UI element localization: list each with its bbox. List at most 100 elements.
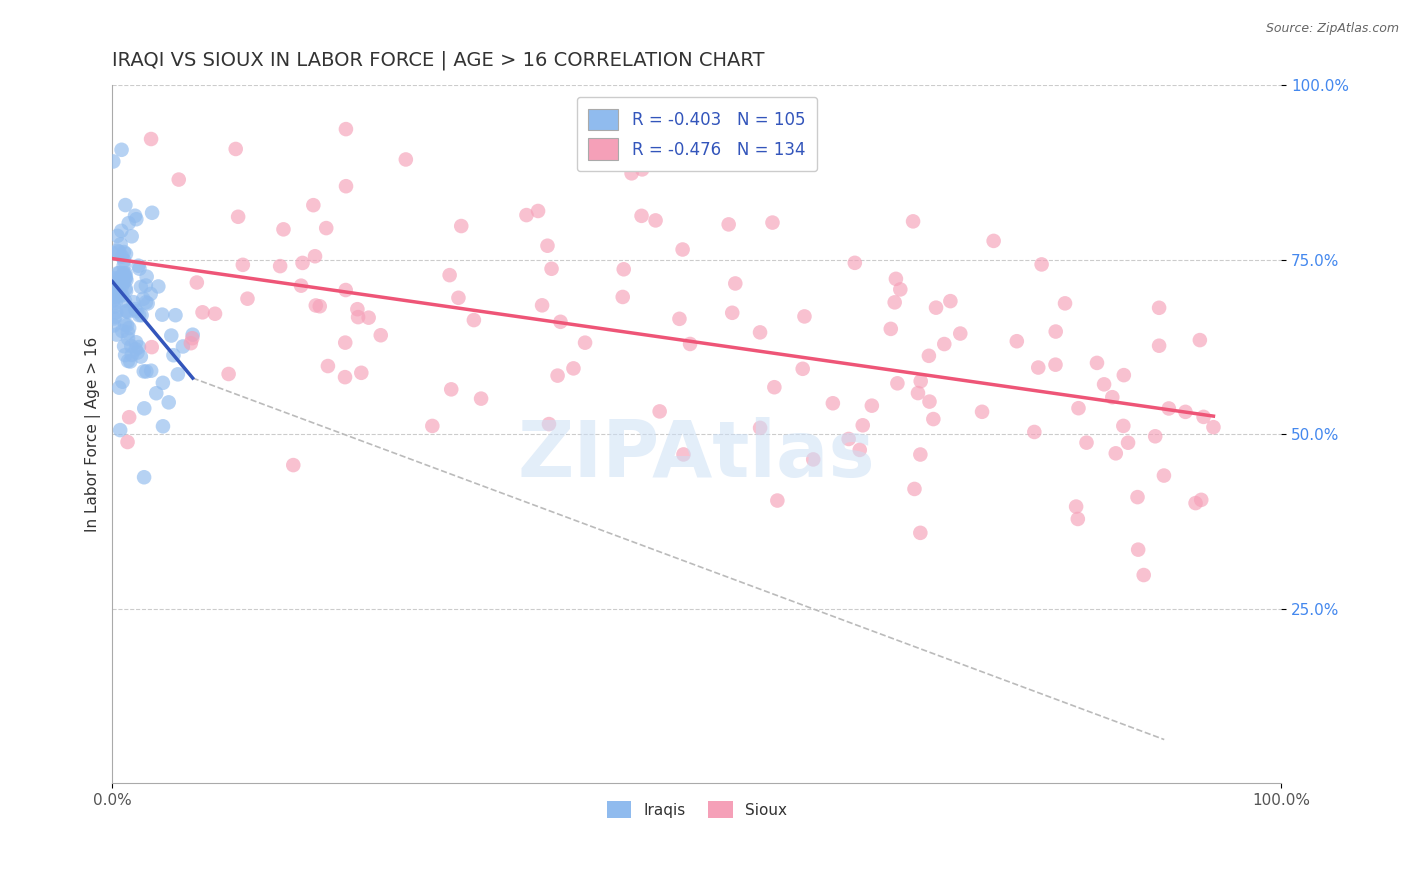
Point	[1157, 401, 1180, 416]
Point	[470, 392, 492, 406]
Point	[1026, 360, 1049, 375]
Point	[447, 291, 470, 305]
Point	[112, 266, 135, 280]
Point	[128, 308, 150, 322]
Point	[273, 222, 295, 236]
Point	[1085, 356, 1108, 370]
Point	[308, 299, 330, 313]
Point	[115, 284, 138, 298]
Point	[128, 261, 150, 276]
Point	[269, 259, 291, 273]
Point	[145, 386, 167, 401]
Point	[114, 293, 136, 308]
Point	[1192, 409, 1215, 424]
Point	[204, 307, 226, 321]
Point	[232, 258, 254, 272]
Point	[112, 245, 135, 260]
Point	[347, 310, 370, 325]
Point	[129, 280, 152, 294]
Point	[527, 204, 550, 219]
Point	[135, 295, 157, 310]
Point	[290, 278, 312, 293]
Point	[1024, 425, 1046, 439]
Point	[631, 162, 654, 177]
Point	[103, 318, 125, 333]
Point	[117, 326, 139, 340]
Point	[127, 259, 149, 273]
Point	[1189, 492, 1212, 507]
Point	[620, 166, 643, 180]
Point	[105, 244, 128, 258]
Point	[132, 292, 155, 306]
Point	[1153, 468, 1175, 483]
Point	[157, 395, 180, 409]
Text: IRAQI VS SIOUX IN LABOR FORCE | AGE > 16 CORRELATION CHART: IRAQI VS SIOUX IN LABOR FORCE | AGE > 16…	[112, 51, 765, 70]
Point	[1076, 435, 1098, 450]
Point	[907, 386, 929, 401]
Point	[103, 154, 125, 169]
Point	[550, 315, 572, 329]
Point	[108, 244, 131, 259]
Point	[110, 237, 132, 252]
Point	[112, 276, 135, 290]
Point	[630, 209, 652, 223]
Point	[114, 271, 136, 285]
Point	[316, 359, 339, 373]
Point	[160, 328, 183, 343]
Point	[335, 122, 357, 136]
Point	[104, 279, 127, 293]
Point	[114, 266, 136, 280]
Point	[115, 247, 138, 261]
Point	[141, 364, 163, 378]
Point	[1005, 334, 1028, 349]
Point	[110, 224, 132, 238]
Point	[107, 228, 129, 243]
Point	[101, 246, 124, 260]
Point	[922, 412, 945, 426]
Point	[450, 219, 472, 233]
Point	[135, 278, 157, 293]
Point	[1092, 377, 1115, 392]
Point	[1202, 420, 1225, 434]
Point	[1112, 418, 1135, 433]
Point	[114, 281, 136, 295]
Point	[1101, 390, 1123, 404]
Point	[1188, 333, 1211, 347]
Point	[225, 142, 247, 156]
Point	[1128, 542, 1150, 557]
Point	[883, 295, 905, 310]
Point	[925, 301, 948, 315]
Point	[304, 249, 326, 263]
Point	[125, 304, 148, 318]
Point	[115, 273, 138, 287]
Point	[350, 366, 373, 380]
Point	[114, 348, 136, 362]
Legend: Iraqis, Sioux: Iraqis, Sioux	[600, 796, 793, 824]
Point	[125, 335, 148, 350]
Point	[104, 295, 127, 310]
Point	[983, 234, 1005, 248]
Point	[886, 376, 908, 391]
Point	[152, 419, 174, 434]
Point	[1064, 500, 1087, 514]
Point	[115, 269, 138, 284]
Point	[125, 212, 148, 227]
Point	[821, 396, 844, 410]
Point	[939, 294, 962, 309]
Point	[644, 213, 666, 227]
Point	[111, 324, 134, 338]
Point	[112, 339, 135, 353]
Point	[1132, 568, 1154, 582]
Point	[107, 266, 129, 280]
Point	[107, 276, 129, 290]
Point	[141, 340, 163, 354]
Point	[191, 305, 214, 319]
Point	[110, 143, 132, 157]
Point	[124, 343, 146, 357]
Point	[335, 335, 357, 350]
Point	[165, 308, 187, 322]
Point	[218, 367, 240, 381]
Point	[104, 285, 127, 300]
Point	[103, 290, 125, 304]
Point	[1126, 490, 1149, 504]
